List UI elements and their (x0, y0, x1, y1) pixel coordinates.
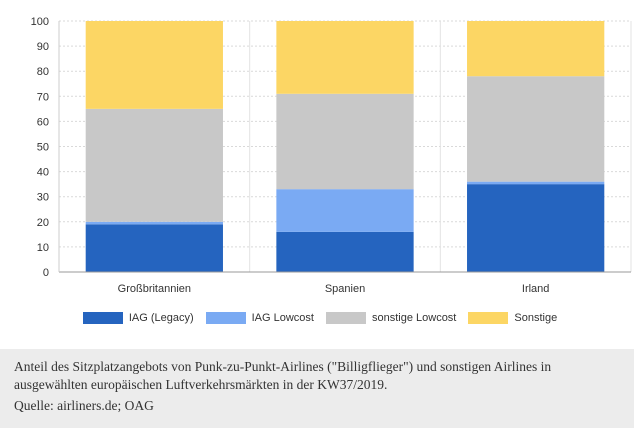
legend-swatch (82, 312, 123, 324)
y-tick-label: 50 (37, 142, 49, 154)
x-tick-label: Spanien (325, 283, 365, 295)
legend-label: IAG Lowcost (251, 312, 314, 324)
y-tick-label: 20 (37, 217, 49, 229)
legend-item: IAG Lowcost (205, 312, 314, 324)
caption-source: Quelle: airliners.de; OAG (14, 398, 154, 413)
bar-segment (276, 21, 414, 94)
stacked-bar-chart: 0 10 20 30 40 50 60 70 80 90 100 Großbritannien Span… (31, 16, 632, 295)
bar-segment (276, 93, 414, 190)
bar-segment (467, 184, 605, 272)
bar-segment (467, 76, 605, 182)
bar-segment (467, 21, 605, 77)
legend-label: Sonstige (514, 312, 558, 324)
x-tick-label: Großbritannien (118, 283, 191, 295)
x-tick-label: Irland (522, 283, 550, 295)
caption-text: Anteil des Sitzplatzangebots von Punk-zu… (14, 359, 552, 392)
y-tick-label: 30 (37, 192, 49, 204)
legend-swatch (325, 312, 366, 324)
bar-segment (85, 108, 223, 222)
legend-item: Sonstige (468, 312, 557, 324)
legend-label: IAG (Legacy) (128, 312, 194, 324)
y-tick-label: 0 (43, 267, 49, 279)
bar-segment (85, 224, 223, 272)
legend-swatch (468, 312, 509, 324)
y-tick-label: 10 (37, 242, 49, 254)
y-tick-label: 90 (37, 41, 49, 53)
bar-segment (467, 181, 605, 185)
bar-segment (276, 189, 414, 232)
legend-label: sonstige Lowcost (371, 312, 457, 324)
y-tick-label: 60 (37, 116, 49, 128)
y-tick-label: 80 (37, 66, 49, 78)
bar-segment (85, 221, 223, 225)
y-tick-label: 40 (37, 167, 49, 179)
bar-segment (276, 231, 414, 272)
legend-item: sonstige Lowcost (325, 312, 457, 324)
bar-segment (85, 21, 223, 109)
chart-caption: Anteil des Sitzplatzangebots von Punk-zu… (0, 349, 634, 428)
y-tick-label: 70 (37, 91, 49, 103)
chart-legend: IAG (Legacy) IAG Lowcost sonstige Lowcost S… (0, 306, 640, 330)
legend-item: IAG (Legacy) (82, 312, 194, 324)
y-tick-label: 100 (31, 16, 49, 28)
legend-swatch (205, 312, 246, 324)
